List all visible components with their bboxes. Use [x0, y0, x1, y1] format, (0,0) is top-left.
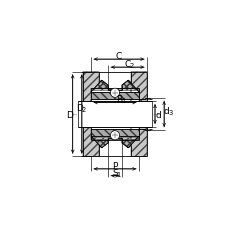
Text: 1: 1: [121, 98, 125, 104]
Polygon shape: [121, 119, 146, 157]
Polygon shape: [78, 102, 151, 127]
Text: 2: 2: [81, 107, 85, 113]
Text: d: d: [163, 107, 169, 116]
Polygon shape: [91, 93, 150, 100]
Text: 2: 2: [129, 63, 134, 68]
Polygon shape: [121, 72, 146, 110]
Text: C: C: [115, 51, 122, 60]
Text: B: B: [116, 95, 122, 104]
Polygon shape: [83, 119, 108, 157]
Text: S: S: [112, 168, 117, 177]
Text: C: C: [124, 59, 130, 68]
Circle shape: [110, 89, 119, 98]
Text: d: d: [154, 110, 160, 119]
Text: 3: 3: [168, 110, 172, 116]
Text: P: P: [112, 161, 117, 170]
Text: D: D: [76, 104, 83, 113]
Polygon shape: [91, 129, 150, 136]
Polygon shape: [83, 72, 108, 110]
Polygon shape: [91, 81, 138, 93]
Circle shape: [110, 131, 119, 140]
Polygon shape: [91, 136, 138, 148]
Text: 1: 1: [115, 171, 120, 177]
Text: D: D: [66, 110, 73, 119]
